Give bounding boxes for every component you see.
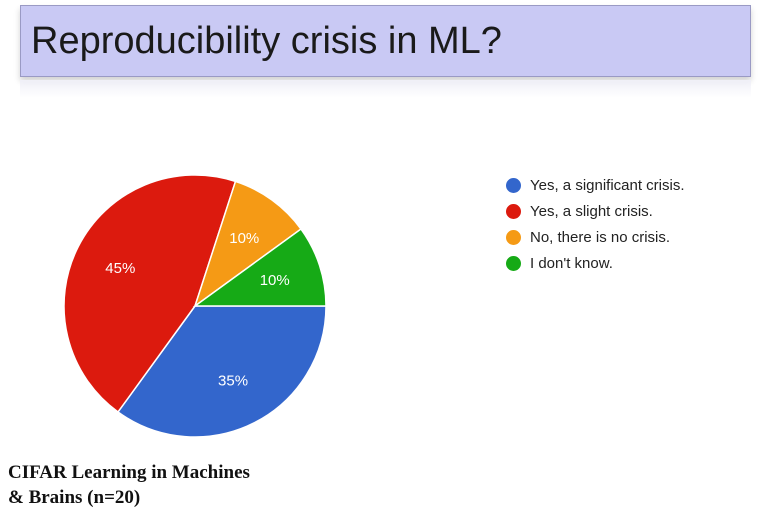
title-banner: Reproducibility crisis in ML? xyxy=(20,5,751,77)
legend-dot-slight-crisis xyxy=(506,203,521,219)
legend-item: Yes, a significant crisis. xyxy=(506,172,685,198)
legend-label: Yes, a significant crisis. xyxy=(530,176,685,194)
title-banner-shadow xyxy=(20,80,751,98)
chart-legend: Yes, a significant crisis. Yes, a slight… xyxy=(506,172,685,276)
caption-line-1: CIFAR Learning in Machines xyxy=(8,462,250,483)
label-dont-know: 10% xyxy=(260,272,290,289)
slice-dont-know xyxy=(192,227,327,307)
legend-item: No, there is no crisis. xyxy=(506,224,685,250)
chart-caption: CIFAR Learning in Machines & Brains (n=2… xyxy=(8,460,328,510)
legend-label: Yes, a slight crisis. xyxy=(530,202,653,220)
legend-dot-significant-crisis xyxy=(506,177,521,193)
slice-no-crisis xyxy=(193,180,303,308)
legend-item: I don't know. xyxy=(506,250,685,276)
legend-label: No, there is no crisis. xyxy=(530,228,671,246)
label-slight-crisis: 45% xyxy=(105,260,135,277)
slice-significant-crisis xyxy=(116,305,327,438)
legend-dot-dont-know xyxy=(506,255,521,271)
legend-label: I don't know. xyxy=(530,254,613,272)
slide-title: Reproducibility crisis in ML? xyxy=(31,20,502,62)
slice-slight-crisis xyxy=(63,174,237,414)
legend-item: Yes, a slight crisis. xyxy=(506,198,685,224)
caption-line-2: & Brains (n=20) xyxy=(8,487,141,508)
label-no-crisis: 10% xyxy=(229,230,259,247)
legend-dot-no-crisis xyxy=(506,229,521,245)
label-significant-crisis: 35% xyxy=(218,373,248,390)
